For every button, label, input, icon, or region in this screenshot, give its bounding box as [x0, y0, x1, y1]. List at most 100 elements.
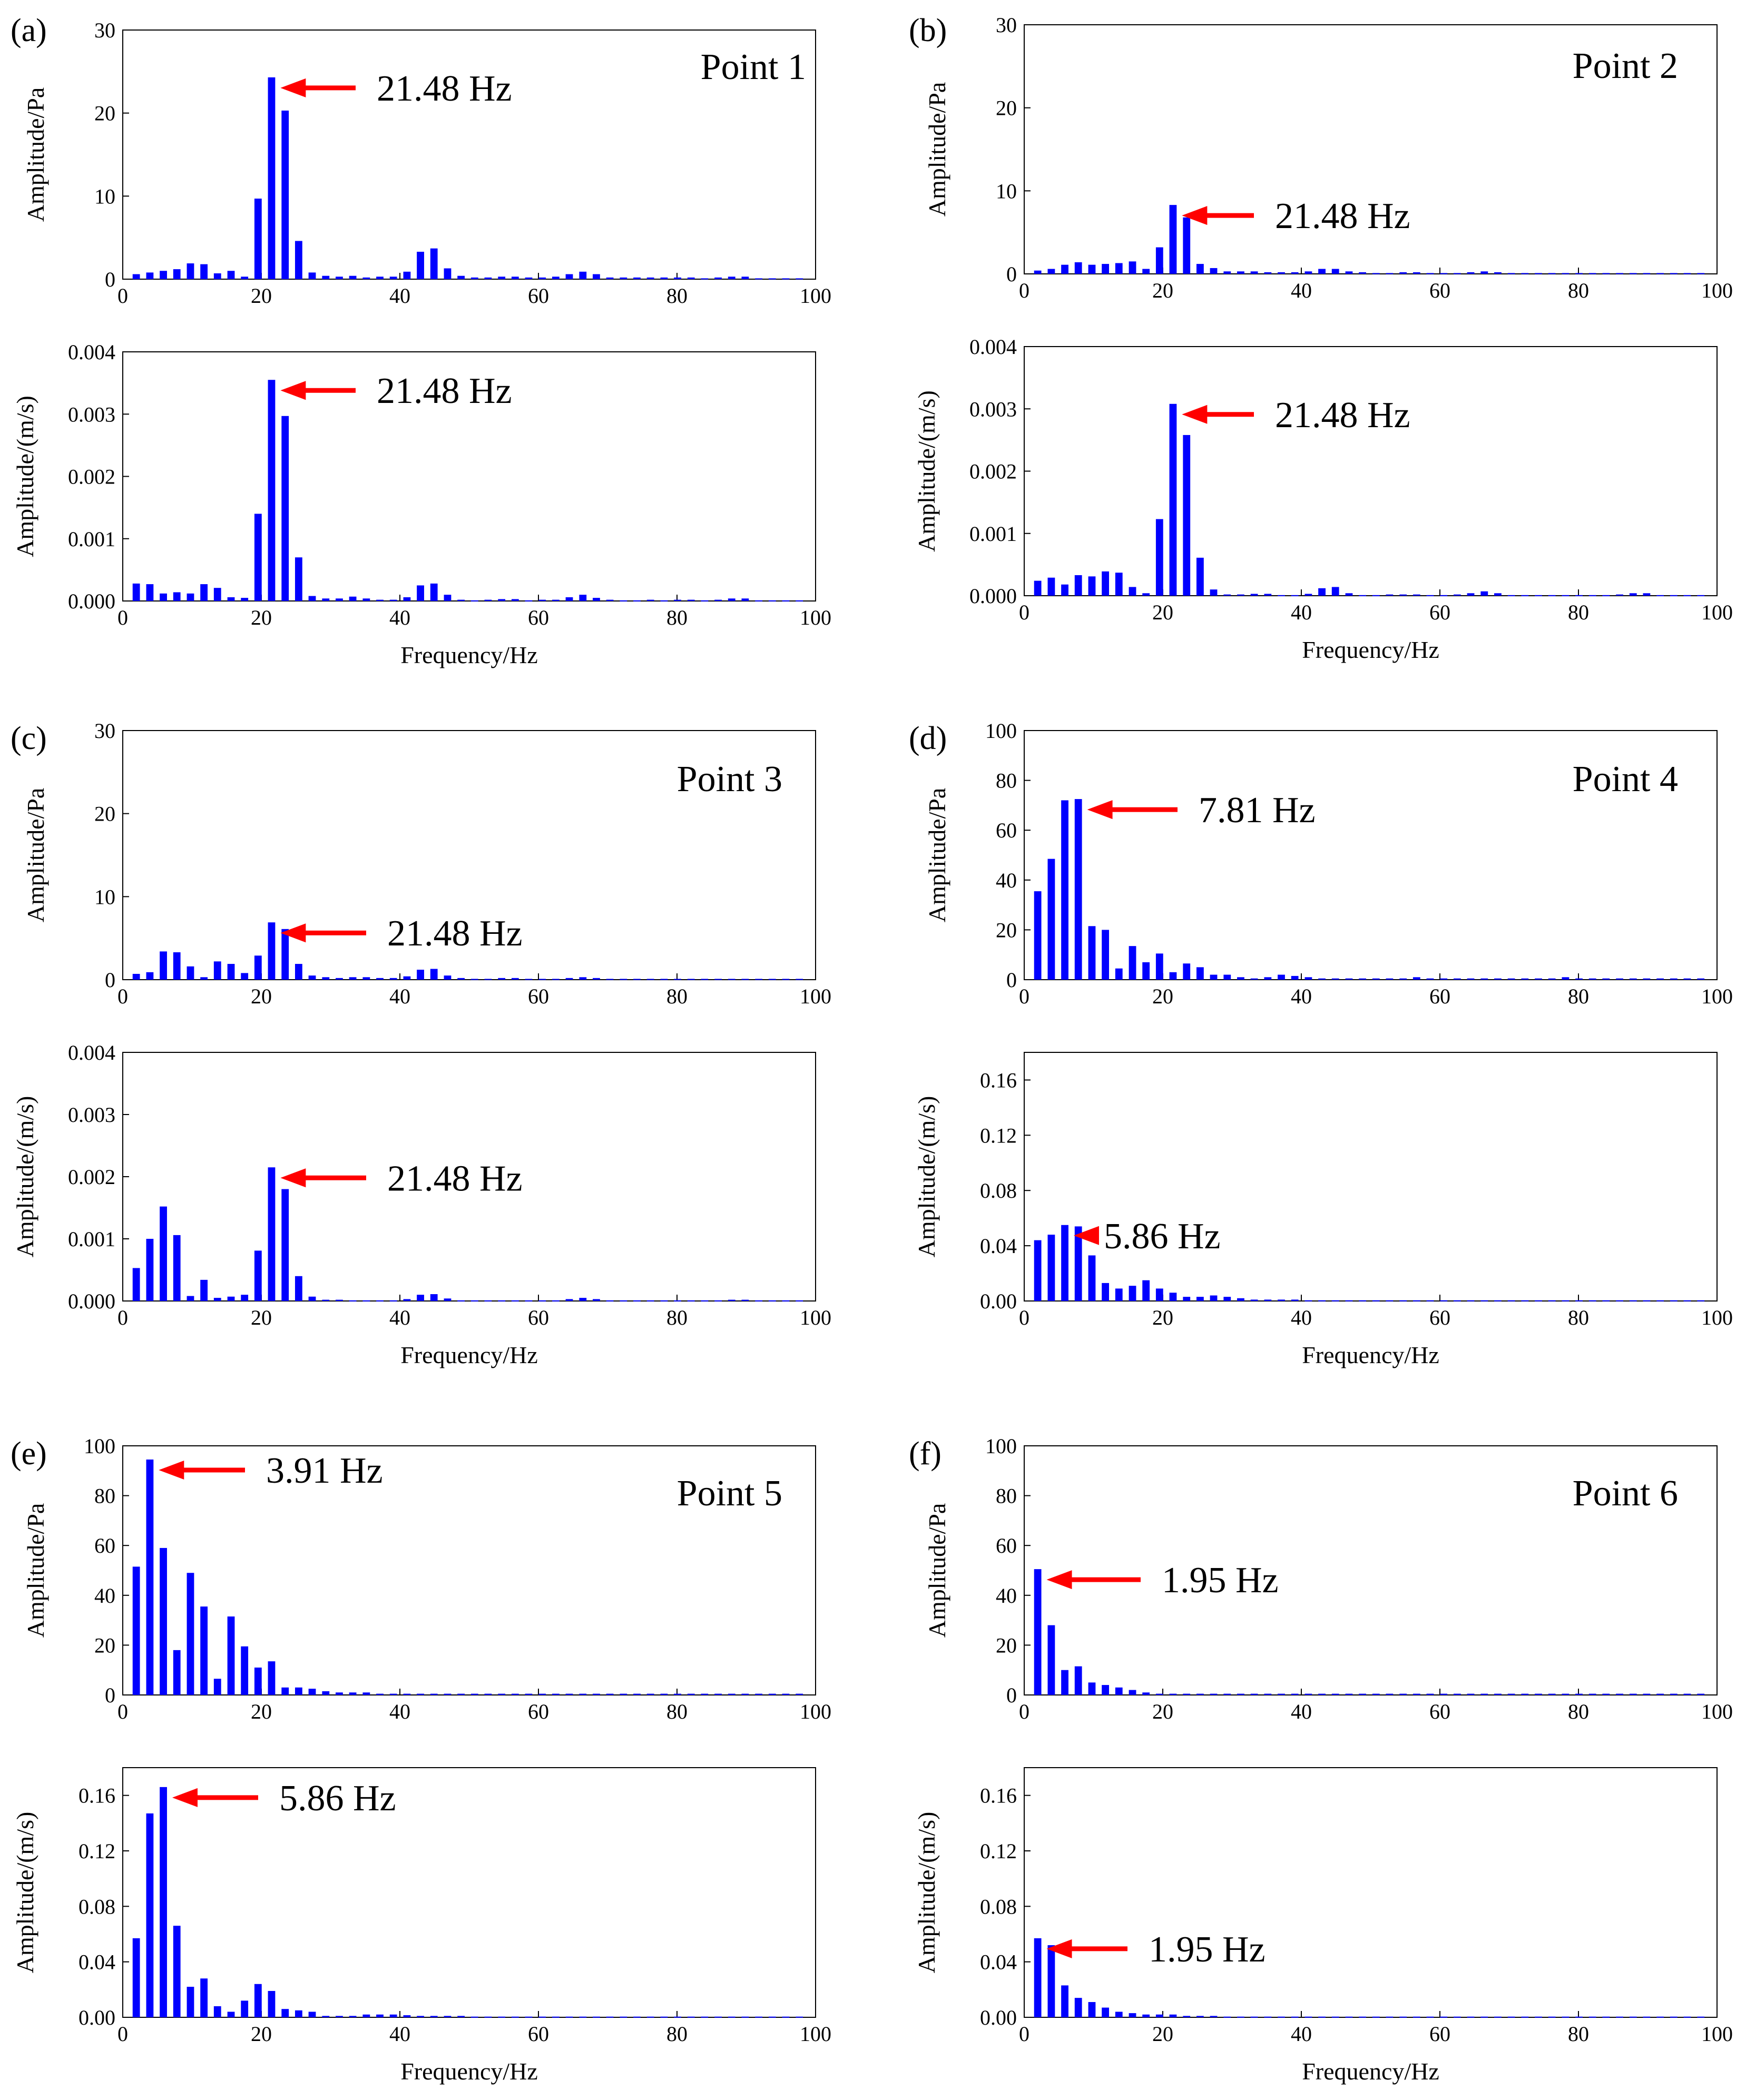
- bar: [241, 1295, 249, 1301]
- bar: [187, 1987, 194, 2017]
- bar: [444, 975, 452, 980]
- x-tick-label: 40: [1291, 984, 1312, 1008]
- x-axis-label: Frequency/Hz: [1302, 1342, 1439, 1368]
- bar: [538, 277, 546, 279]
- bar: [1426, 273, 1434, 274]
- bar: [1237, 271, 1244, 274]
- plot-frame: [122, 1445, 816, 1695]
- bar: [1196, 967, 1204, 980]
- bar: [1183, 2016, 1191, 2017]
- bar: [200, 1279, 208, 1301]
- point-label: Point 1: [701, 47, 806, 87]
- bar: [1697, 1693, 1705, 1695]
- bar: [1237, 594, 1244, 596]
- bar: [241, 1646, 249, 1695]
- y-tick-label: 0: [105, 1683, 115, 1707]
- bar: [336, 2016, 343, 2017]
- bar: [484, 599, 492, 601]
- bar: [1034, 1569, 1042, 1695]
- y-tick-label: 60: [996, 1534, 1017, 1557]
- chart-5: 0 20 40 60 80 100 0.000 0.001 0.002 0.003 0.004 Amp…: [12, 1041, 831, 1368]
- bar: [1250, 1299, 1258, 1301]
- bar: [417, 970, 424, 980]
- bar: [1102, 264, 1110, 274]
- y-tick-label: 0.002: [68, 1165, 115, 1189]
- bar: [538, 1300, 546, 1302]
- bar: [1480, 271, 1488, 274]
- bar: [768, 600, 776, 602]
- bar: [701, 979, 709, 980]
- bar: [1196, 557, 1204, 596]
- bar: [1494, 1693, 1502, 1695]
- bar: [336, 978, 343, 980]
- bar: [1088, 264, 1096, 274]
- y-axis-label: Amplitude/(m/s): [913, 390, 940, 552]
- bar: [498, 1693, 506, 1695]
- bar: [295, 1687, 302, 1695]
- bar: [1142, 269, 1150, 274]
- x-tick-label: 60: [528, 1306, 549, 1329]
- bar: [565, 1299, 573, 1301]
- bar: [1129, 2013, 1136, 2017]
- y-tick-label: 60: [94, 1534, 115, 1557]
- bar: [1683, 1300, 1691, 1302]
- bar: [1440, 273, 1448, 274]
- bar: [687, 1300, 695, 1302]
- bar: [687, 1693, 695, 1695]
- chart-1: 0 20 40 60 80 100 0.000 0.001 0.002 0.003 0.004 Amp…: [12, 340, 831, 668]
- bar: [1426, 1693, 1434, 1695]
- bar: [254, 1250, 262, 1301]
- bar: [227, 2012, 235, 2017]
- bar: [1507, 978, 1515, 980]
- bar: [1278, 1299, 1285, 1301]
- bar: [1250, 1693, 1258, 1695]
- bar: [1575, 1300, 1583, 1302]
- point-label: Point 3: [677, 759, 782, 800]
- y-axis-label: Amplitude/(m/s): [12, 1812, 38, 1974]
- bar: [336, 598, 343, 601]
- y-tick-label: 0.001: [68, 1227, 115, 1251]
- bar: [268, 1167, 276, 1301]
- x-tick-label: 60: [528, 284, 549, 308]
- bar: [1575, 595, 1583, 596]
- bar: [1278, 1693, 1285, 1695]
- bar: [160, 1787, 167, 2017]
- x-tick-label: 60: [1429, 1700, 1450, 1723]
- bar: [241, 973, 249, 980]
- x-tick-label: 80: [666, 1700, 688, 1723]
- bar: [1223, 2016, 1231, 2018]
- x-tick-label: 80: [666, 284, 688, 308]
- annotation-arrow-head: [1182, 206, 1208, 225]
- bar: [1210, 589, 1218, 596]
- y-tick-label: 30: [94, 18, 115, 42]
- x-tick-label: 40: [389, 606, 410, 629]
- bar: [620, 1300, 627, 1302]
- bar: [741, 277, 749, 279]
- bar: [728, 1299, 735, 1301]
- bar: [1372, 978, 1380, 980]
- bar: [755, 1300, 763, 1302]
- bar: [1372, 1300, 1380, 1302]
- bar: [1372, 273, 1380, 274]
- bar: [511, 1300, 519, 1302]
- annotation-arrow-head: [1046, 1939, 1072, 1958]
- bar: [457, 1693, 465, 1695]
- bar: [160, 1547, 167, 1695]
- bar: [1129, 1690, 1136, 1695]
- x-tick-label: 60: [528, 1700, 549, 1723]
- x-tick-label: 60: [1429, 984, 1450, 1008]
- bar: [417, 585, 424, 601]
- bar: [1616, 1300, 1624, 1302]
- bar: [1616, 594, 1624, 596]
- bar: [227, 1616, 235, 1695]
- bar: [1169, 2014, 1177, 2017]
- bar: [1535, 2016, 1542, 2018]
- bar: [254, 1667, 262, 1695]
- bar: [1088, 926, 1096, 980]
- bar: [1183, 963, 1191, 980]
- bar: [701, 278, 709, 280]
- x-tick-label: 60: [1429, 1306, 1450, 1329]
- annotation-arrow-head: [159, 1461, 184, 1480]
- bar: [1223, 974, 1231, 980]
- y-tick-label: 100: [84, 1434, 115, 1458]
